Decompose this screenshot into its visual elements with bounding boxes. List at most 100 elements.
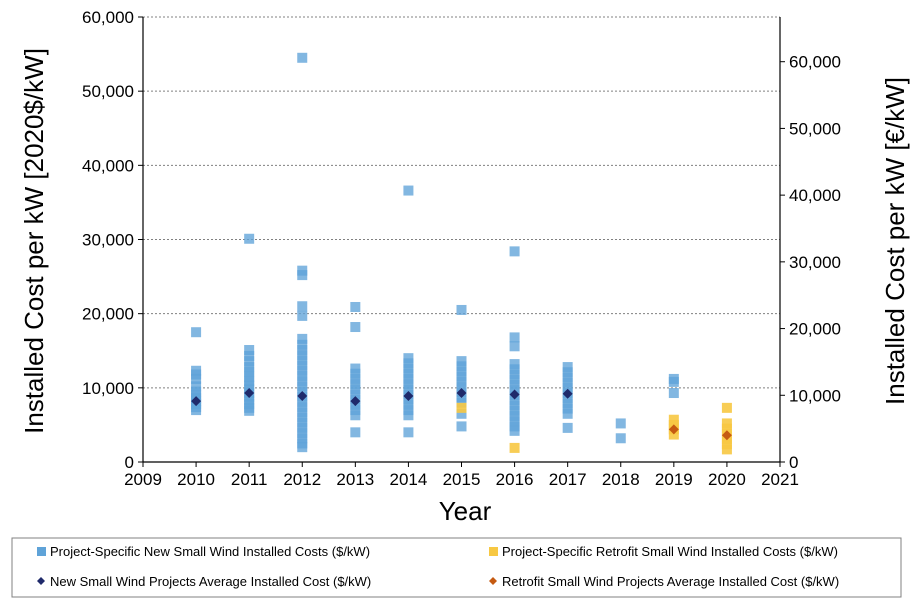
data-point <box>456 397 467 408</box>
data-point <box>191 381 202 392</box>
data-point <box>456 361 467 372</box>
data-point <box>403 384 414 395</box>
data-point <box>615 433 626 444</box>
data-point <box>615 418 626 429</box>
data-point <box>191 327 202 338</box>
data-point <box>509 246 520 257</box>
data-point <box>456 402 467 413</box>
y-left-tick-label: 50,000 <box>82 82 134 101</box>
legend-marker-new-average <box>37 577 45 585</box>
data-point <box>350 410 361 421</box>
data-point <box>350 368 361 379</box>
data-point <box>350 389 361 400</box>
data-point <box>403 368 414 379</box>
data-point <box>403 427 414 438</box>
x-tick-label: 2011 <box>231 470 268 489</box>
average-marker <box>403 390 414 401</box>
data-point <box>562 372 573 383</box>
data-point <box>456 421 467 432</box>
data-point <box>668 414 679 425</box>
data-point <box>403 185 414 196</box>
average-marker <box>244 388 255 399</box>
data-point <box>562 408 573 419</box>
y-right-tick-label: 10,000 <box>789 386 841 405</box>
data-point <box>244 345 255 356</box>
data-point <box>350 373 361 384</box>
data-point <box>721 418 732 429</box>
data-point <box>562 377 573 388</box>
y-left-tick-label: 20,000 <box>82 305 134 324</box>
legend-marker-retrofit-points <box>489 547 498 556</box>
legend-marker-retrofit-average <box>489 577 497 585</box>
legend-label-retrofit-average: Retrofit Small Wind Projects Average Ins… <box>502 574 839 589</box>
data-point <box>509 411 520 422</box>
data-point <box>350 322 361 333</box>
legend-frame <box>11 537 902 598</box>
data-point <box>509 332 520 343</box>
x-tick-label: 2019 <box>655 470 693 489</box>
y-left-tick-label: 10,000 <box>82 379 134 398</box>
data-point <box>350 301 361 312</box>
y-axis-right-title: Installed Cost per kW [€/kW] <box>880 77 910 405</box>
data-point <box>562 398 573 409</box>
data-point <box>456 366 467 377</box>
data-point <box>509 442 520 453</box>
data-point <box>297 442 308 453</box>
data-point <box>297 365 308 376</box>
data-point <box>456 304 467 315</box>
data-point <box>509 374 520 385</box>
x-tick-label: 2009 <box>124 470 162 489</box>
data-point <box>668 388 679 399</box>
legend-marker-new-points <box>37 547 46 556</box>
data-point <box>244 405 255 416</box>
y-right-tick-label: 60,000 <box>789 53 841 72</box>
x-axis-title: Year <box>439 496 492 526</box>
data-point <box>297 412 308 423</box>
data-point <box>297 376 308 387</box>
data-point <box>403 410 414 421</box>
data-point <box>297 428 308 439</box>
data-point <box>350 427 361 438</box>
data-point <box>350 405 361 416</box>
y-right-tick-label: 50,000 <box>789 119 841 138</box>
data-point <box>403 399 414 410</box>
data-point <box>668 429 679 440</box>
data-points <box>191 52 732 455</box>
data-point <box>562 422 573 433</box>
data-point <box>350 384 361 395</box>
data-point <box>297 345 308 356</box>
data-point <box>509 364 520 375</box>
data-point <box>297 355 308 366</box>
data-point <box>721 439 732 450</box>
data-point <box>456 376 467 387</box>
data-point <box>350 363 361 374</box>
data-point <box>244 233 255 244</box>
x-tick-label: 2016 <box>496 470 534 489</box>
data-point <box>509 369 520 380</box>
x-tick-label: 2015 <box>443 470 481 489</box>
x-tick-label: 2017 <box>549 470 587 489</box>
data-point <box>403 363 414 374</box>
data-point <box>297 407 308 418</box>
y-left-tick-label: 0 <box>125 453 134 472</box>
data-point <box>297 370 308 381</box>
data-point <box>403 405 414 416</box>
data-point <box>509 425 520 436</box>
data-point <box>297 301 308 312</box>
legend-label-retrofit-points: Project-Specific Retrofit Small Wind Ins… <box>502 544 838 559</box>
x-tick-label: 2012 <box>283 470 321 489</box>
data-point <box>403 379 414 390</box>
data-point <box>297 402 308 413</box>
data-point <box>403 353 414 364</box>
data-point <box>403 373 414 384</box>
x-tick-label: 2020 <box>708 470 746 489</box>
data-point <box>721 444 732 455</box>
y-left-tick-label: 40,000 <box>82 156 134 175</box>
gridlines <box>143 16 780 389</box>
average-marker <box>509 389 520 400</box>
data-point <box>244 350 255 361</box>
data-point <box>297 396 308 407</box>
x-tick-label: 2010 <box>177 470 215 489</box>
data-point <box>350 379 361 390</box>
